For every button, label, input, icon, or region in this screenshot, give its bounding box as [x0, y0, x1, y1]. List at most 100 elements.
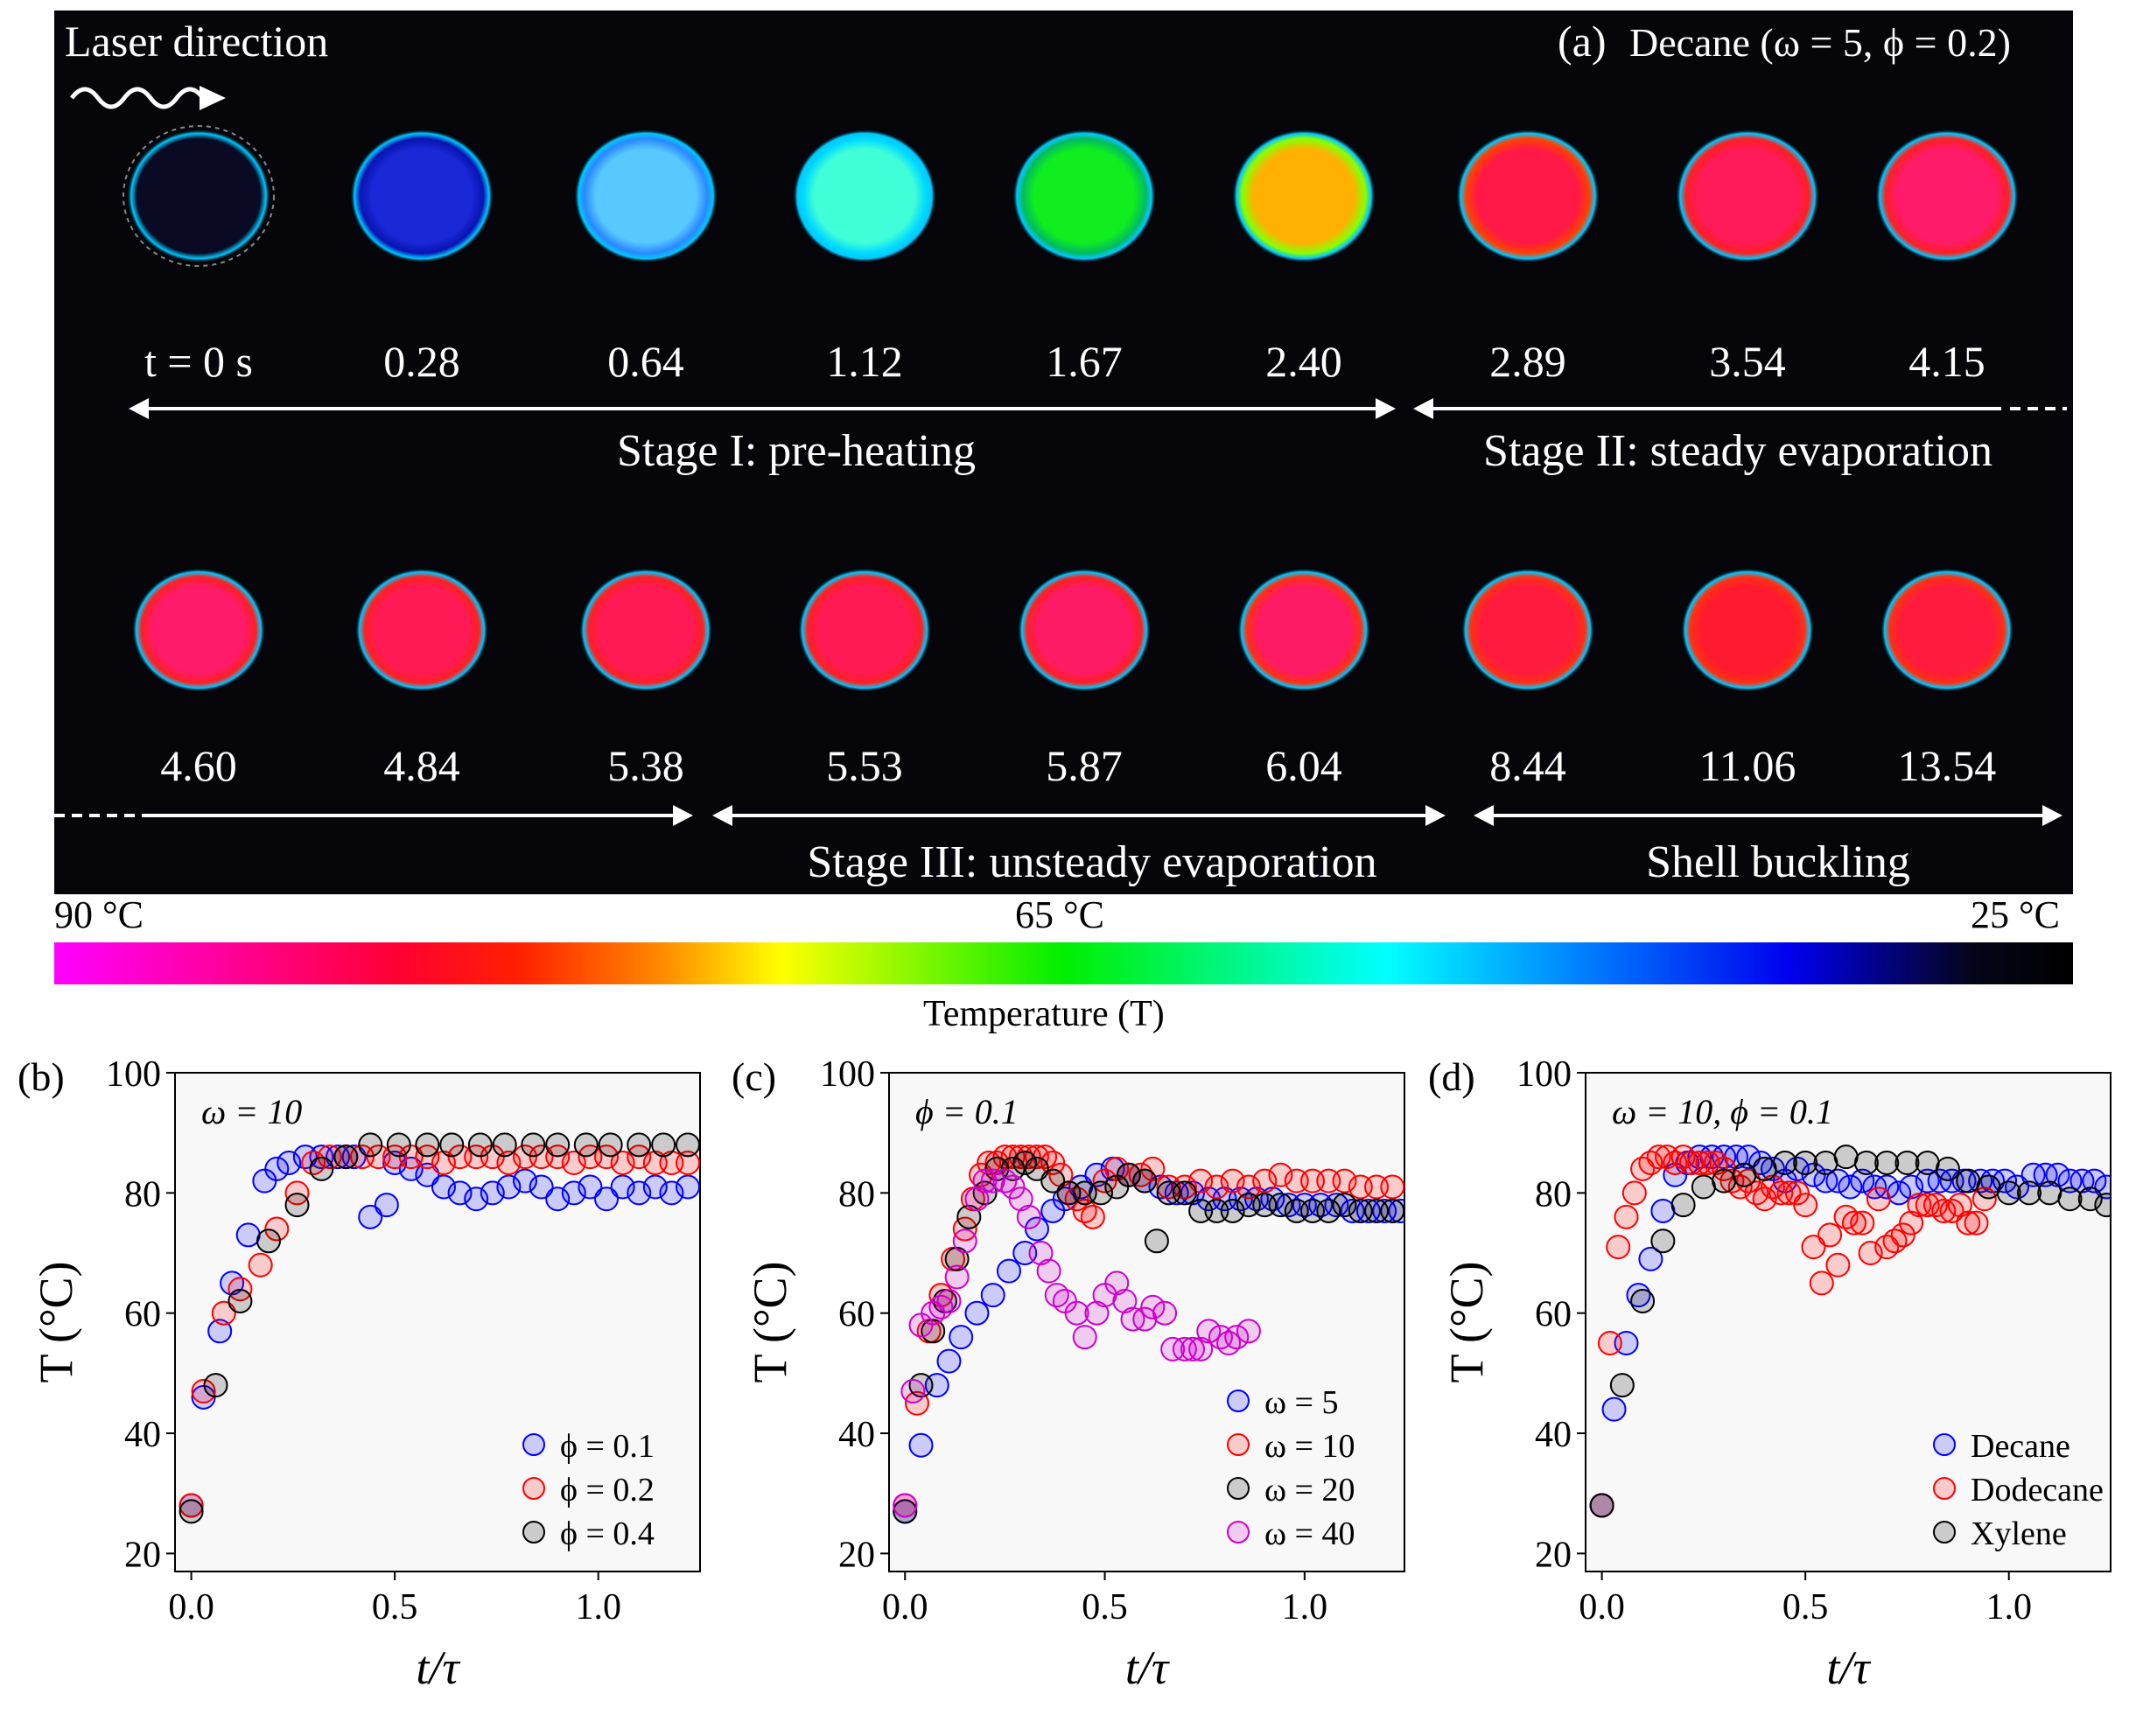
data-point: [1220, 1168, 1245, 1194]
droplet: [798, 568, 931, 692]
data-point: [1332, 1193, 1357, 1218]
row1-times: t = 0 s 0.28 0.64 1.12 1.67 2.40 2.89 3.54 4.15: [144, 337, 1985, 386]
data-point: [1024, 1216, 1049, 1242]
laser-wave-icon: [70, 87, 205, 109]
y-tick-label: 80: [1535, 1174, 1572, 1214]
data-point: [1841, 1210, 1866, 1236]
data-point: [1621, 1180, 1647, 1206]
data-point: [1016, 1204, 1041, 1229]
data-point: [651, 1132, 676, 1158]
data-point: [492, 1132, 517, 1158]
x-tick-label: 0.5: [372, 1587, 418, 1628]
data-point: [467, 1132, 493, 1158]
data-point: [529, 1174, 554, 1200]
data-point: [1956, 1210, 1981, 1236]
time-label: 13.54: [1898, 741, 1997, 790]
series-ω = 20: [893, 1151, 1404, 1524]
data-point: [386, 1132, 411, 1158]
data-point: [1132, 1306, 1158, 1332]
data-point: [676, 1132, 700, 1158]
time-label: 2.89: [1489, 337, 1566, 386]
chart-d: 20 40 60 80 100 0.0 0.5 1.0 (d) ω = 10, ϕ = 0.1 t/…: [1428, 1054, 2111, 1694]
data-point: [921, 1319, 946, 1344]
y-tick-label: 80: [124, 1174, 161, 1214]
data-point: [594, 1186, 620, 1212]
panel-a-label: (a): [1558, 17, 1607, 66]
data-point: [1772, 1151, 1797, 1176]
stage4-arrow: [1474, 805, 2062, 826]
data-point: [415, 1132, 440, 1158]
data-point: [1144, 1228, 1169, 1254]
data-point: [676, 1151, 700, 1176]
data-point: [1012, 1151, 1038, 1176]
row1-droplets: [123, 125, 2019, 267]
stage3-arrow: [54, 805, 1446, 826]
data-point: [1784, 1180, 1810, 1206]
x-tick-label: 1.0: [575, 1587, 621, 1628]
data-point: [1736, 1144, 1761, 1170]
data-point: [1188, 1336, 1214, 1362]
data-point: [1000, 1174, 1026, 1200]
series-ω = 40: [893, 1168, 1261, 1518]
time-label: 6.04: [1265, 741, 1342, 790]
data-point: [1793, 1151, 1818, 1176]
panel-label: (d): [1428, 1054, 1475, 1099]
data-point: [207, 1319, 233, 1344]
row2-times: 4.60 4.84 5.38 5.53 5.87 6.04 8.44 11.06 13.54: [160, 741, 1996, 790]
row2-droplets: [132, 568, 2013, 692]
droplet: [1018, 568, 1151, 692]
data-point: [956, 1204, 982, 1229]
data-point: [309, 1156, 334, 1181]
data-point: [1204, 1174, 1229, 1200]
data-point: [1825, 1168, 1851, 1194]
data-point: [1638, 1246, 1663, 1271]
time-label: 2.40: [1265, 337, 1342, 386]
data-point: [179, 1499, 204, 1524]
stage2-label: Stage II: steady evaporation: [1483, 426, 1992, 476]
data-point: [676, 1174, 700, 1200]
data-point: [908, 1432, 934, 1458]
x-tick-label: 0.5: [1782, 1587, 1829, 1628]
data-point: [374, 1193, 399, 1218]
droplet: [1232, 129, 1376, 263]
laser-direction-label: Laser direction: [65, 17, 328, 66]
data-point: [1268, 1162, 1293, 1187]
legend-label: ϕ = 0.2: [560, 1472, 655, 1508]
data-point: [627, 1132, 652, 1158]
data-point: [284, 1193, 310, 1218]
y-tick-label: 80: [838, 1174, 875, 1214]
data-point: [1172, 1174, 1197, 1200]
droplet: [1012, 129, 1156, 263]
data-point: [949, 1325, 974, 1350]
data-point: [1597, 1331, 1622, 1356]
droplet: [350, 129, 494, 263]
data-point: [1976, 1174, 2001, 1200]
data-point: [1140, 1156, 1166, 1181]
legend-marker: [1227, 1477, 1250, 1500]
data-point: [358, 1132, 383, 1158]
data-point: [1853, 1151, 1879, 1176]
y-tick-label: 100: [106, 1054, 161, 1095]
chart-c: 20 40 60 80 100 0.0 0.5 1.0 (c) ϕ = 0.1 t/τ T (°C) ω…: [732, 1054, 1405, 1694]
thermal-image-panel: Laser direction (a) Decane (ω = 5, ϕ = 0…: [54, 10, 2073, 894]
stage1-label: Stage I: pre-heating: [617, 426, 976, 476]
data-point: [1040, 1151, 1066, 1176]
data-point: [1088, 1180, 1113, 1206]
panel-label: (c): [732, 1054, 776, 1099]
y-tick-label: 40: [1535, 1415, 1572, 1455]
data-point: [1132, 1168, 1158, 1194]
droplet: [793, 129, 936, 263]
data-point: [1838, 1174, 1863, 1200]
data-point: [1380, 1198, 1404, 1223]
droplet: [1237, 568, 1370, 692]
data-point: [2016, 1180, 2041, 1206]
data-point: [1809, 1270, 1834, 1296]
time-label: 11.06: [1699, 741, 1796, 790]
data-point: [1825, 1252, 1851, 1278]
legend-label: Dodecane: [1971, 1472, 2104, 1508]
data-point: [358, 1204, 383, 1229]
data-point: [1964, 1210, 1989, 1236]
data-point: [1866, 1186, 1891, 1212]
initial-droplet-outline: [123, 125, 275, 267]
y-tick-label: 40: [124, 1415, 161, 1455]
